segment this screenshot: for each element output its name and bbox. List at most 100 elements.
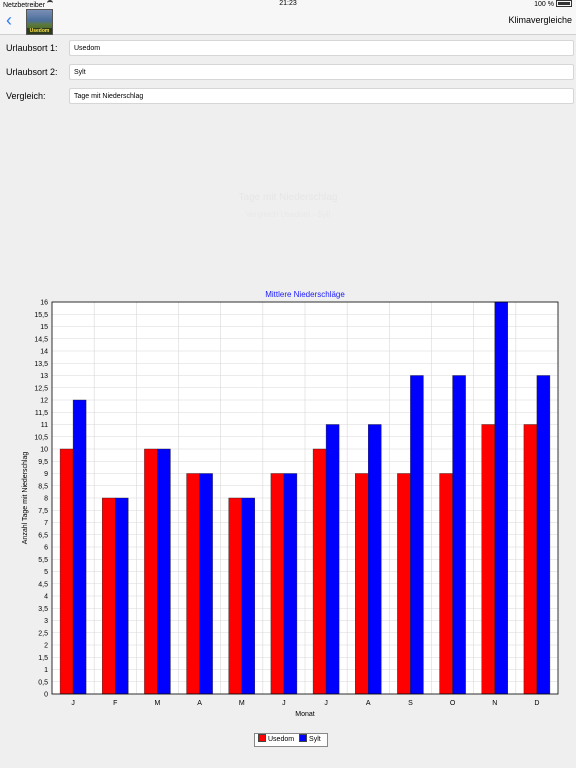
x-tick-label: J <box>71 700 75 707</box>
y-tick-label: 3,5 <box>38 606 48 613</box>
status-bar: Netzbetreiber 21:23 100 % <box>0 0 576 10</box>
y-tick-label: 14,5 <box>34 336 48 343</box>
legend-swatch-series-1 <box>258 734 266 742</box>
bar-usedom-8 <box>355 473 369 695</box>
battery-icon <box>556 0 572 7</box>
x-tick-label: S <box>408 700 413 707</box>
location-2-field[interactable]: Sylt <box>69 64 574 80</box>
y-tick-label: 4,5 <box>38 581 48 588</box>
clock: 21:23 <box>279 0 297 7</box>
y-tick-label: 9 <box>44 471 48 478</box>
y-tick-label: 12,5 <box>34 385 48 392</box>
back-chevron-icon[interactable]: ‹ <box>6 10 12 30</box>
bar-usedom-1 <box>59 448 74 695</box>
y-tick-label: 7,5 <box>38 508 48 515</box>
form-row-comparison: Vergleich: Tage mit Niederschlag <box>0 86 576 108</box>
battery-status: 100 % <box>534 0 572 9</box>
y-tick-label: 7 <box>44 520 48 527</box>
x-tick-label: N <box>492 700 497 707</box>
bar-sylt-8 <box>368 424 382 695</box>
bar-usedom-4 <box>186 473 200 695</box>
x-tick-label: J <box>282 700 286 707</box>
location-1-label: Urlaubsort 1: <box>6 43 58 53</box>
bar-sylt-1 <box>72 399 87 695</box>
bar-usedom-3 <box>144 448 158 695</box>
bar-sylt-12 <box>536 375 551 695</box>
bar-usedom-7 <box>312 448 327 695</box>
x-tick-label: M <box>239 700 245 707</box>
wifi-icon <box>47 0 54 6</box>
y-tick-label: 10,5 <box>34 434 48 441</box>
x-tick-label: M <box>154 700 160 707</box>
y-tick-label: 1,5 <box>38 655 48 662</box>
bar-usedom-10 <box>439 473 453 695</box>
bar-usedom-9 <box>397 473 411 695</box>
y-tick-label: 9,5 <box>38 459 48 466</box>
y-tick-label: 12 <box>40 398 48 405</box>
bar-sylt-11 <box>494 301 508 695</box>
legend-item-series-2: Sylt <box>299 734 321 746</box>
x-tick-label: A <box>366 700 371 707</box>
form-row-location-2: Urlaubsort 2: Sylt <box>0 62 576 84</box>
bar-sylt-6 <box>283 473 298 695</box>
y-tick-label: 6,5 <box>38 532 48 539</box>
legend-label-series-1: Usedom <box>268 736 295 743</box>
y-tick-label: 6 <box>44 545 48 552</box>
form-row-location-1: Urlaubsort 1: Usedom <box>0 38 576 60</box>
plot-frame <box>51 301 559 695</box>
x-tick-label: O <box>450 700 456 707</box>
x-axis-label: Monat <box>295 711 315 718</box>
navigation-bar: ‹ Usedom Klimavergleiche <box>0 8 576 35</box>
bar-sylt-4 <box>199 473 213 695</box>
x-tick-label: D <box>534 700 539 707</box>
legend-item-series-1: Usedom <box>258 734 294 746</box>
x-tick-label: J <box>324 700 328 707</box>
bar-sylt-7 <box>325 424 340 695</box>
y-tick-label: 8,5 <box>38 483 48 490</box>
comparison-label: Vergleich: <box>6 91 46 101</box>
y-tick-label: 15 <box>40 324 48 331</box>
y-tick-label: 5,5 <box>38 557 48 564</box>
chart-title: Mittlere Niederschläge <box>265 290 345 299</box>
bar-usedom-2 <box>102 497 116 695</box>
y-tick-label: 11,5 <box>35 410 48 417</box>
y-tick-label: 8 <box>44 496 48 503</box>
legend-swatch-series-2 <box>299 734 308 742</box>
bar-sylt-10 <box>452 375 466 695</box>
y-tick-label: 13,5 <box>34 361 48 368</box>
bar-usedom-11 <box>481 424 495 695</box>
bar-sylt-3 <box>157 448 171 695</box>
y-tick-label: 16 <box>40 300 48 307</box>
bar-usedom-5 <box>228 497 242 695</box>
y-tick-label: 1 <box>44 667 48 674</box>
faded-chart-heading: Tage mit Niederschlag <box>238 192 338 203</box>
faded-chart-subheading: Vergleich Usedom - Sylt <box>245 210 331 219</box>
y-tick-label: 11 <box>41 422 48 429</box>
comparison-field[interactable]: Tage mit Niederschlag <box>69 88 574 104</box>
y-tick-label: 5 <box>44 569 48 576</box>
app-logo: Usedom <box>26 9 53 35</box>
y-tick-label: 13 <box>40 373 48 380</box>
y-tick-label: 10 <box>40 447 48 454</box>
logo-text: Usedom <box>27 28 52 34</box>
location-1-field[interactable]: Usedom <box>69 40 574 56</box>
location-2-label: Urlaubsort 2: <box>6 67 58 77</box>
x-tick-label: F <box>113 700 117 707</box>
y-tick-label: 4 <box>44 594 48 601</box>
page-title: Klimavergleiche <box>508 15 572 25</box>
bar-sylt-5 <box>241 497 255 695</box>
chart-legend: Usedom Sylt <box>254 733 328 747</box>
y-tick-label: 2 <box>44 643 48 650</box>
bar-sylt-9 <box>410 375 424 695</box>
y-tick-label: 3 <box>44 618 48 625</box>
carrier-label: Netzbetreiber <box>3 0 54 10</box>
y-axis-label: Anzahl Tage mit Niederschlag <box>22 452 29 545</box>
legend-label-series-2: Sylt <box>309 736 321 743</box>
y-tick-label: 14 <box>40 349 48 356</box>
y-tick-label: 0,5 <box>38 679 48 686</box>
y-tick-label: 2,5 <box>38 630 48 637</box>
y-tick-label: 15,5 <box>34 312 48 319</box>
y-tick-label: 0 <box>44 692 48 699</box>
bar-sylt-2 <box>115 497 129 695</box>
bar-usedom-6 <box>270 473 285 695</box>
